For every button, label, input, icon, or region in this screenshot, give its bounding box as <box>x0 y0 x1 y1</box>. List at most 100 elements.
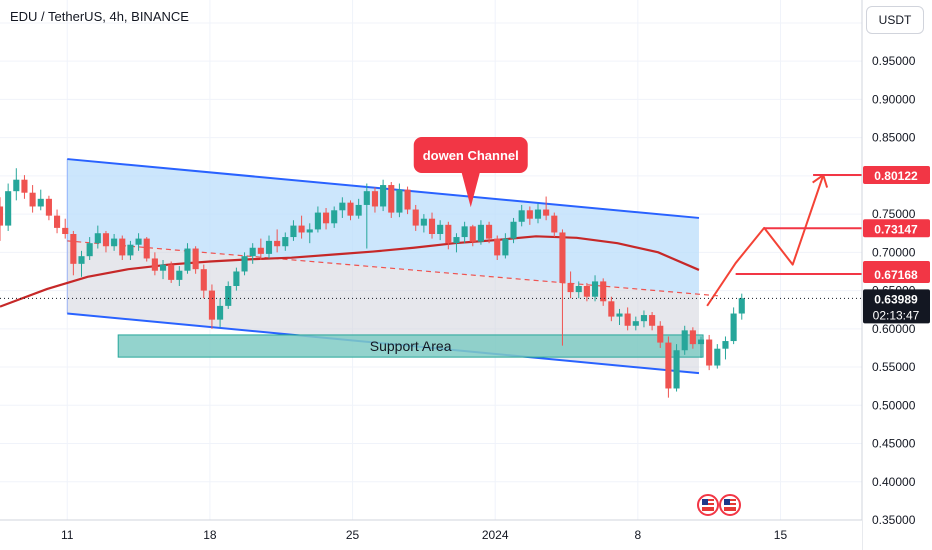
price-tag: 0.80122 <box>863 165 930 184</box>
candle-body <box>632 321 639 326</box>
candle-body <box>29 192 36 207</box>
candle-body <box>37 198 44 207</box>
candle-body <box>494 238 501 256</box>
candle-body <box>502 238 509 256</box>
candle <box>453 233 460 253</box>
candle-body <box>176 270 183 280</box>
candle-body <box>306 229 313 233</box>
candle-body <box>445 224 452 244</box>
candle-body <box>591 281 599 297</box>
candle <box>37 189 44 211</box>
last-price-bg <box>863 289 930 324</box>
candle <box>657 321 664 348</box>
candle <box>257 238 264 260</box>
candle <box>347 200 354 221</box>
candles <box>0 168 745 398</box>
candle-body <box>608 301 615 317</box>
candle <box>282 232 289 251</box>
candle-body <box>649 315 656 326</box>
candle-body <box>21 179 28 193</box>
support-area-box[interactable] <box>117 334 704 358</box>
candle <box>192 246 199 274</box>
candle <box>632 316 639 331</box>
y-tick-label: 0.95000 <box>872 54 916 68</box>
candle-body <box>208 290 215 320</box>
candle <box>689 327 696 349</box>
candle-body <box>534 209 542 219</box>
candle <box>543 196 550 221</box>
candle <box>706 334 713 371</box>
candle-body <box>469 226 476 242</box>
candle-body <box>428 218 436 234</box>
candle <box>404 186 411 215</box>
candle <box>640 310 648 328</box>
candle-body <box>127 244 134 256</box>
candle-body <box>697 339 705 345</box>
candle <box>469 224 476 247</box>
projection-arrowhead <box>812 174 824 184</box>
candle <box>184 243 191 274</box>
candle <box>249 243 256 264</box>
callout: dowen Channel <box>413 137 528 208</box>
candle-body <box>94 233 101 244</box>
candle-body <box>657 325 664 343</box>
candle-body <box>673 350 680 389</box>
candle-body <box>714 348 721 366</box>
channel-upper-fill <box>67 159 699 295</box>
candle <box>616 308 623 325</box>
candle-body <box>526 210 533 219</box>
candle <box>649 312 656 331</box>
candle-body <box>518 210 525 222</box>
candle-body <box>119 238 126 256</box>
candle-body <box>86 243 93 257</box>
candle <box>13 168 20 201</box>
candle-body <box>559 232 566 283</box>
currency-button[interactable]: USDT <box>866 6 924 34</box>
countdown-label: 02:13:47 <box>873 308 920 322</box>
candle <box>306 223 313 244</box>
candle-body <box>70 234 77 264</box>
candle-body <box>274 240 281 247</box>
flag-canton <box>724 499 730 505</box>
candle <box>168 261 175 283</box>
callout-shape <box>413 137 528 208</box>
candle <box>526 206 533 225</box>
y-tick-label: 0.85000 <box>872 131 916 145</box>
candle-body <box>486 224 493 239</box>
us-flag-icon[interactable] <box>719 494 741 516</box>
candle-body <box>412 209 419 226</box>
candle <box>78 250 85 277</box>
candle-body <box>453 237 460 244</box>
candle <box>135 233 142 251</box>
y-tick-label: 0.70000 <box>872 245 916 259</box>
candle <box>412 204 419 231</box>
level-lines <box>0 173 862 299</box>
candle-body <box>192 248 199 270</box>
candle-body <box>200 269 207 291</box>
x-tick-label: 15 <box>774 528 788 542</box>
channel-mid-dashed <box>67 240 720 297</box>
candle <box>534 203 542 224</box>
candle <box>697 336 705 358</box>
candle-body <box>265 240 273 254</box>
candle-body <box>0 206 4 226</box>
y-tick-label: 0.90000 <box>872 92 916 106</box>
candle <box>583 282 590 302</box>
candle-body <box>706 339 713 366</box>
candle-body <box>151 258 158 271</box>
candle-body <box>241 256 248 272</box>
candle <box>62 218 69 239</box>
callout-bubble[interactable]: dowen Channel <box>413 137 528 208</box>
candle <box>225 281 232 309</box>
moving-average-line <box>0 235 700 308</box>
us-flag-icon[interactable] <box>697 494 719 516</box>
candle <box>559 229 566 346</box>
candle <box>673 344 680 392</box>
candle-body <box>510 221 517 239</box>
candle-body <box>681 330 688 351</box>
y-tick-label: 0.60000 <box>872 322 916 336</box>
candle <box>371 187 379 213</box>
candle <box>518 204 525 227</box>
